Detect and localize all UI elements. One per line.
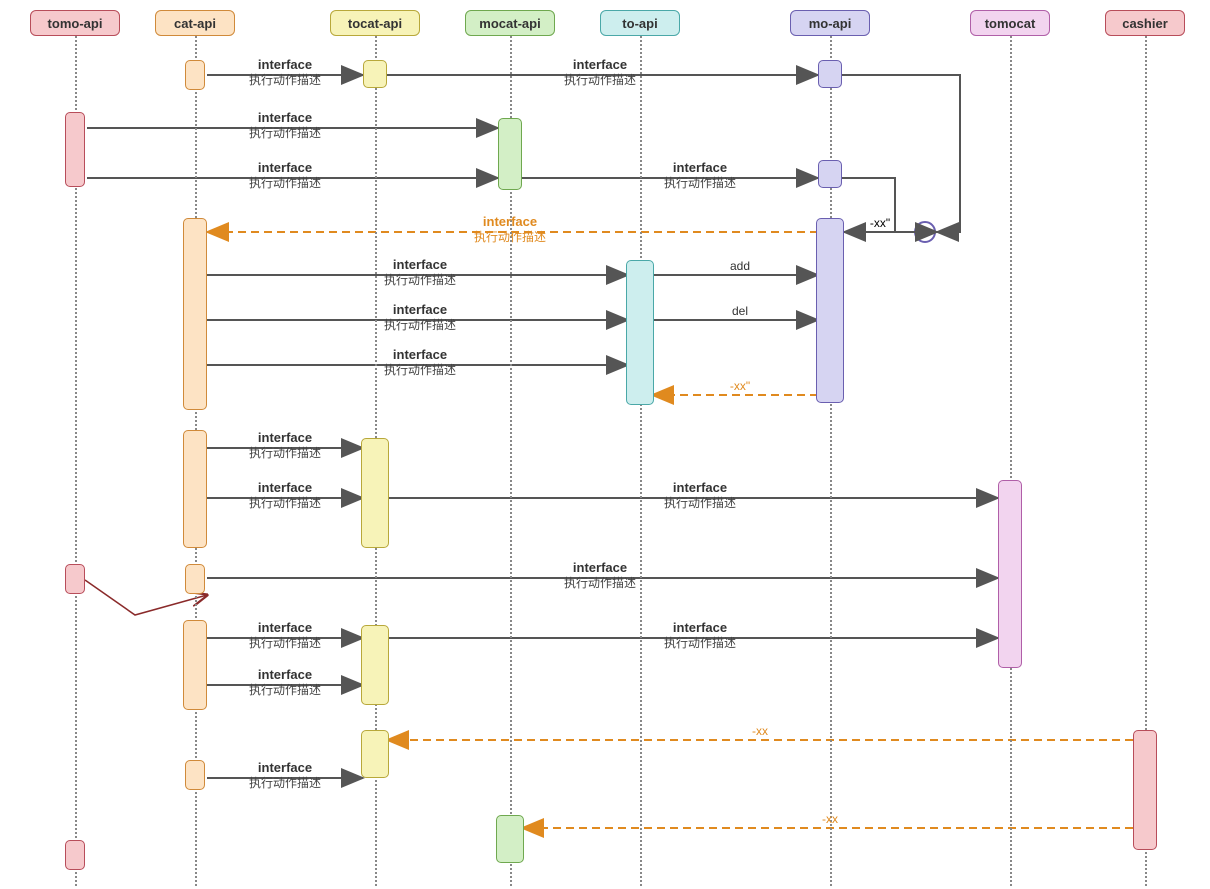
msg-mini: del	[732, 304, 748, 318]
activation-tocat	[361, 438, 389, 548]
msg-label: interface执行动作描述	[384, 302, 456, 332]
msg-label: interface执行动作描述	[249, 110, 321, 140]
participant-mo: mo-api	[790, 10, 870, 36]
activation-to	[626, 260, 654, 405]
msg-label: interface执行动作描述	[249, 160, 321, 190]
activation-mocat	[498, 118, 522, 190]
activation-tomo	[65, 112, 85, 187]
activation-mo	[816, 218, 844, 403]
msg-label: interface执行动作描述	[384, 347, 456, 377]
activation-cat	[183, 620, 207, 710]
msg-label: interface执行动作描述	[564, 560, 636, 590]
participant-tomo: tomo-api	[30, 10, 120, 36]
msg-label: interface执行动作描述	[249, 430, 321, 460]
msg-label: interface执行动作描述	[384, 257, 456, 287]
msg-label: interface执行动作描述	[474, 214, 546, 244]
participant-cat: cat-api	[155, 10, 235, 36]
activation-mo	[818, 160, 842, 188]
activation-cat	[185, 60, 205, 90]
sequence-diagram: tomo-api cat-api tocat-api mocat-api to-api m…	[0, 0, 1210, 889]
activation-cat	[185, 760, 205, 790]
msg-label: interface执行动作描述	[664, 480, 736, 510]
activation-cat	[183, 430, 207, 548]
participant-to: to-api	[600, 10, 680, 36]
activation-cat	[185, 564, 205, 594]
participant-tomocat: tomocat	[970, 10, 1050, 36]
msg-mini: -xx"	[730, 379, 750, 393]
msg-label: interface执行动作描述	[249, 480, 321, 510]
participant-cashier: cashier	[1105, 10, 1185, 36]
msg-label: interface执行动作描述	[249, 57, 321, 87]
activation-mocat	[496, 815, 524, 863]
msg-label: interface执行动作描述	[249, 667, 321, 697]
msg-mini: -xx	[752, 724, 768, 738]
lifeline-tomocat	[1010, 36, 1012, 886]
msg-label: interface执行动作描述	[664, 160, 736, 190]
activation-tocat	[361, 625, 389, 705]
activation-tocat	[361, 730, 389, 778]
participant-tocat: tocat-api	[330, 10, 420, 36]
activation-cat	[183, 218, 207, 410]
participant-mocat: mocat-api	[465, 10, 555, 36]
msg-label: interface执行动作描述	[564, 57, 636, 87]
msg-label: interface执行动作描述	[249, 620, 321, 650]
msg-mini: -xx	[822, 812, 838, 826]
activation-tomo	[65, 840, 85, 870]
activation-tomocat	[998, 480, 1022, 668]
gate-mini: -xx"	[870, 216, 890, 230]
activation-cashier	[1133, 730, 1157, 850]
activation-tomo	[65, 564, 85, 594]
lifeline-to	[640, 36, 642, 886]
activation-tocat	[363, 60, 387, 88]
activation-mo	[818, 60, 842, 88]
msg-mini: add	[730, 259, 750, 273]
msg-label: interface执行动作描述	[249, 760, 321, 790]
msg-label: interface执行动作描述	[664, 620, 736, 650]
